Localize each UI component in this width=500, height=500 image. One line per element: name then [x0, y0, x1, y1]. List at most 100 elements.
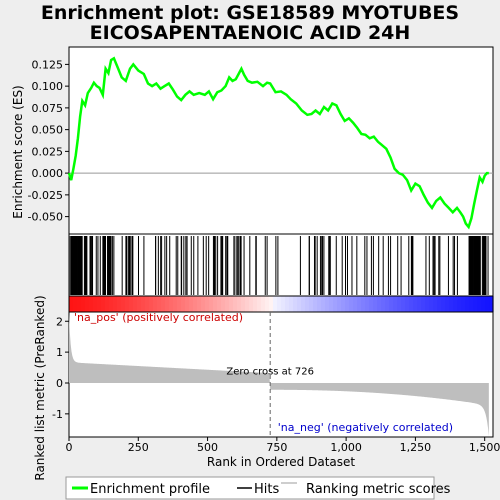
rank-y-tick-label: 2	[56, 315, 63, 328]
color-bar-segment	[69, 296, 74, 312]
color-bar-segment	[453, 296, 458, 312]
x-tick-label: 750	[266, 441, 287, 454]
hits-panel	[68, 233, 494, 297]
color-bar-segment	[437, 296, 442, 312]
color-bar-segment	[217, 296, 222, 312]
color-bar-segment	[305, 296, 310, 312]
color-bar-segment	[309, 296, 314, 312]
x-tick-label: 1,000	[330, 441, 362, 454]
rank-y-tick-label: -1	[52, 408, 63, 421]
color-bar-segment	[81, 296, 86, 312]
color-bar-segment	[77, 296, 82, 312]
es-y-tick-label: 0.100	[32, 80, 64, 93]
color-bar-segment	[441, 296, 446, 312]
color-bar-segment	[85, 296, 90, 312]
color-bar-segment	[365, 296, 370, 312]
color-bar-segment	[209, 296, 214, 312]
color-bar-segment	[489, 296, 494, 312]
negative-correlation-label: 'na_neg' (negatively correlated)	[278, 421, 453, 434]
color-bar-segment	[473, 296, 478, 312]
color-bar-segment	[121, 296, 126, 312]
color-bar-segment	[429, 296, 434, 312]
color-bar-segment	[413, 296, 418, 312]
color-bar-segment	[89, 296, 94, 312]
ranking-metric-area	[69, 312, 489, 437]
color-bar-segment	[289, 296, 294, 312]
color-bar-segment	[369, 296, 374, 312]
color-bar-segment	[93, 296, 98, 312]
chart-title-line1: Enrichment plot: GSE18589 MYOTUBES	[41, 2, 459, 24]
color-bar-segment	[433, 296, 438, 312]
x-tick-label: 1,250	[400, 441, 432, 454]
es-y-tick-label: 0.000	[32, 167, 64, 180]
color-bar-segment	[137, 296, 142, 312]
color-bar-segment	[405, 296, 410, 312]
color-bar-segment	[101, 296, 106, 312]
color-bar-segment	[333, 296, 338, 312]
color-bar-segment	[197, 296, 202, 312]
color-bar-segment	[273, 296, 278, 312]
color-bar-segment	[385, 296, 390, 312]
color-bar-segment	[221, 296, 226, 312]
x-tick-label: 0	[66, 441, 73, 454]
color-bar-segment	[321, 296, 326, 312]
rank-y-axis: -1 0 1 2	[52, 315, 69, 421]
color-bar-segment	[349, 296, 354, 312]
color-bar-segment	[145, 296, 150, 312]
color-bar-segment	[449, 296, 454, 312]
es-y-axis-label: Enrichment score (ES)	[11, 85, 25, 218]
x-tick-label: 1,500	[469, 441, 500, 454]
color-bar-segment	[261, 296, 266, 312]
color-bar-segment	[205, 296, 210, 312]
color-bar-segment	[117, 296, 122, 312]
color-bar-segment	[353, 296, 358, 312]
color-bar-segment	[129, 296, 134, 312]
color-bar-segment	[461, 296, 466, 312]
color-bar-segment	[409, 296, 414, 312]
color-bar-segment	[253, 296, 258, 312]
es-y-tick-label: 0.075	[32, 102, 64, 115]
color-bar-segment	[485, 296, 490, 312]
color-bar-segment	[425, 296, 430, 312]
color-bar-segment	[185, 296, 190, 312]
color-bar-segment	[481, 296, 486, 312]
x-axis: 0 250 500 750 1,000 1,250 1,500	[66, 437, 500, 454]
color-bar-segment	[389, 296, 394, 312]
es-y-tick-label: -0.050	[28, 211, 63, 224]
color-bar-segment	[377, 296, 382, 312]
color-bar-segment	[397, 296, 402, 312]
color-bar-segment	[161, 296, 166, 312]
color-bar-segment	[233, 296, 238, 312]
es-panel	[68, 46, 494, 235]
hit-markers	[69, 236, 489, 295]
color-bar-segment	[301, 296, 306, 312]
color-bar-segment	[169, 296, 174, 312]
color-bar-segment	[193, 296, 198, 312]
color-bar-segment	[109, 296, 114, 312]
legend-item-es: Enrichment profile	[90, 482, 210, 497]
color-bar-segment	[421, 296, 426, 312]
color-bar-segment	[177, 296, 182, 312]
enrichment-profile-line	[67, 56, 489, 230]
color-bar-segment	[285, 296, 290, 312]
color-bar-segment	[181, 296, 186, 312]
color-bar-segment	[149, 296, 154, 312]
color-bar-segment	[445, 296, 450, 312]
color-bar-segment	[97, 296, 102, 312]
color-bar-segment	[337, 296, 342, 312]
color-bar-segment	[469, 296, 474, 312]
legend-item-metric: Ranking metric scores	[306, 482, 451, 497]
color-bar-segment	[189, 296, 194, 312]
color-bar-segment	[113, 296, 118, 312]
color-bar-segment	[281, 296, 286, 312]
color-bar-segment	[165, 296, 170, 312]
color-bar-segment	[133, 296, 138, 312]
color-bar-segment	[393, 296, 398, 312]
x-tick-label: 250	[128, 441, 149, 454]
color-bar-segment	[73, 296, 78, 312]
color-bar-segment	[381, 296, 386, 312]
color-bar-segment	[249, 296, 254, 312]
color-bar-segment	[173, 296, 178, 312]
color-bar-segment	[157, 296, 162, 312]
